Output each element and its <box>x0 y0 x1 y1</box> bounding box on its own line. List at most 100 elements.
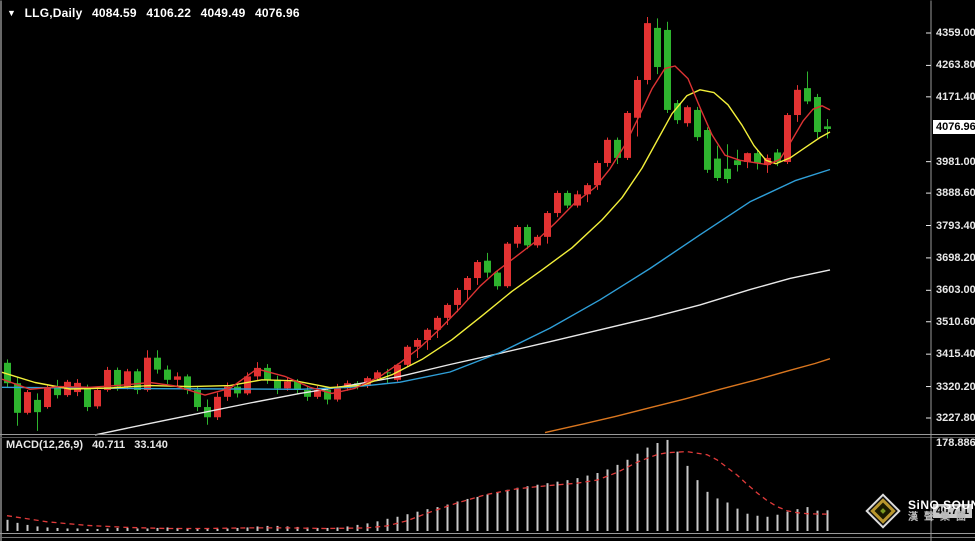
candle-body <box>674 103 681 121</box>
candle-body <box>614 139 621 158</box>
macd-signal-line <box>6 450 828 530</box>
candle-body <box>114 369 121 387</box>
candle-body <box>454 289 461 305</box>
candle-body <box>664 29 671 110</box>
candle-body <box>94 390 101 407</box>
candle-body <box>4 362 11 384</box>
candle-body <box>164 369 171 380</box>
candle-body <box>284 381 291 389</box>
candle-body <box>374 372 381 379</box>
price-tick-label: 3227.80 <box>936 412 975 424</box>
candle-body <box>474 262 481 279</box>
candle-body <box>504 243 511 287</box>
candle-body <box>294 381 301 391</box>
candle-body <box>244 376 251 394</box>
brand-name-chinese: 漢聲集團 <box>908 512 972 524</box>
macd-label: MACD(12,26,9) <box>6 439 84 451</box>
candle-body <box>434 317 441 330</box>
macd-signal-value: 33.140 <box>134 439 168 451</box>
candle-body <box>84 387 91 408</box>
candle-body <box>624 112 631 158</box>
candle-body <box>694 109 701 138</box>
candle-body <box>574 194 581 206</box>
price-tick-label: 3603.00 <box>936 284 975 297</box>
candle-body <box>604 139 611 164</box>
candle-body <box>174 376 181 380</box>
candle-body <box>14 383 21 413</box>
candle-body <box>724 168 731 180</box>
ohlc-high: 4106.22 <box>146 6 192 20</box>
price-tick-label: 3698.20 <box>936 251 975 264</box>
price-tick-label: 3320.20 <box>936 380 975 393</box>
candle-body <box>424 329 431 340</box>
brand-diamond-icon <box>865 493 901 529</box>
symbol-timeframe: LLG,Daily <box>24 6 83 20</box>
price-tick-label: 3981.00 <box>936 155 975 168</box>
macd-scale-max-label: 178.886 <box>936 437 975 449</box>
ma-orange-slowest <box>544 358 831 434</box>
chart-header: ▼ LLG,Daily 4084.59 4106.22 4049.49 4076… <box>7 6 306 20</box>
candle-body <box>104 369 111 391</box>
price-tick-label: 4359.00 <box>936 27 975 39</box>
candle-body <box>814 96 821 133</box>
candle-body <box>264 367 271 380</box>
candle-body <box>684 107 691 124</box>
candle-body <box>634 79 641 118</box>
candle-body <box>334 388 341 400</box>
candle-body <box>384 372 391 374</box>
candle-body <box>34 399 41 413</box>
candle-body <box>824 126 831 129</box>
candle-body <box>784 115 791 162</box>
price-tick-label: 4171.40 <box>936 90 975 103</box>
price-tick-label: 4263.80 <box>936 59 975 72</box>
candle-body <box>544 213 551 237</box>
candle-body <box>314 390 321 397</box>
candle-body <box>494 272 501 287</box>
price-tick-label: 3793.40 <box>936 219 975 232</box>
ma-red-fast <box>1 65 831 396</box>
candle-body <box>594 163 601 186</box>
ma-yellow-medium <box>1 89 831 390</box>
price-tick-label: 3415.40 <box>936 348 975 361</box>
candle-body <box>274 379 281 389</box>
candle-body <box>194 390 201 408</box>
candle-body <box>744 153 751 162</box>
macd-indicator-header: MACD(12,26,9) 40.711 33.140 <box>6 439 174 451</box>
candle-body <box>524 226 531 246</box>
candle-body <box>124 371 131 387</box>
ma-white-slow <box>94 269 831 436</box>
candle-body <box>234 386 241 394</box>
candle-body <box>734 160 741 166</box>
candle-body <box>54 386 61 396</box>
watermark-logo: SiNO SOUND 漢聲集團 <box>865 493 975 529</box>
candle-body <box>414 339 421 347</box>
candle-body <box>304 390 311 397</box>
candle-body <box>464 278 471 290</box>
macd-current-value-label: 40.711 <box>933 504 973 518</box>
ma-blue-mid <box>1 168 831 390</box>
candle-body <box>404 346 411 365</box>
candle-body <box>224 386 231 397</box>
price-tick-label: 3888.60 <box>936 187 975 200</box>
symbol-dropdown-icon[interactable]: ▼ <box>7 8 17 18</box>
candle-body <box>144 357 151 391</box>
candle-body <box>774 152 781 162</box>
ohlc-low: 4049.49 <box>200 6 246 20</box>
candle-body <box>254 367 261 377</box>
price-tick-label: 3510.60 <box>936 315 975 328</box>
candle-body <box>654 27 661 68</box>
candle-body <box>444 304 451 318</box>
candle-body <box>154 357 161 370</box>
candle-body <box>134 371 141 391</box>
candle-body <box>484 260 491 273</box>
ohlc-open: 4084.59 <box>92 6 137 20</box>
macd-main-value: 40.711 <box>92 439 126 451</box>
candle-body <box>564 192 571 206</box>
candle-body <box>184 376 191 391</box>
candle-body <box>534 236 541 246</box>
candle-body <box>754 153 761 164</box>
candle-body <box>514 226 521 244</box>
candle-body <box>584 185 591 195</box>
